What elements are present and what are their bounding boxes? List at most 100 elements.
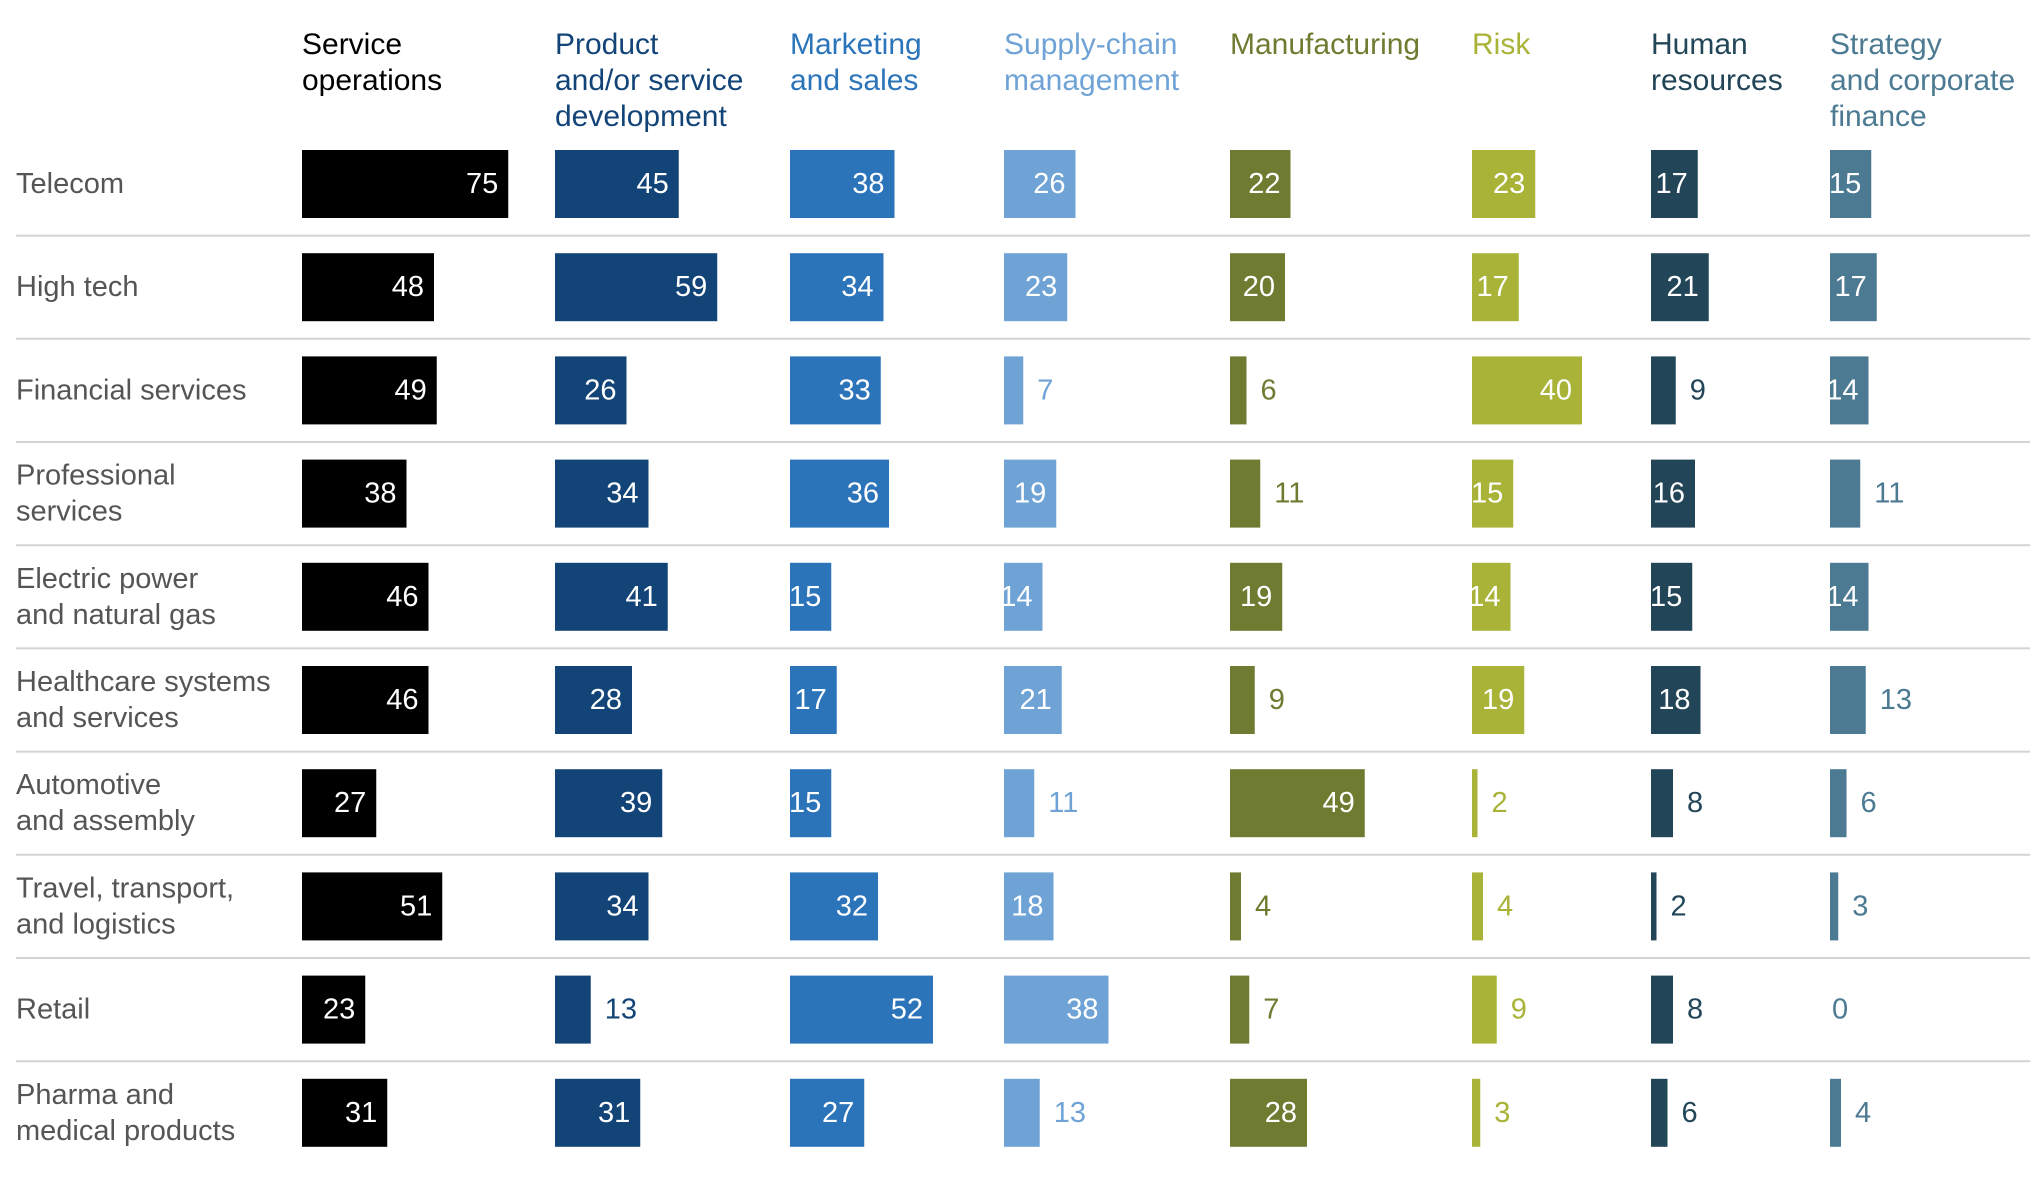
value-label-strategy-and-corporate-finance-automotive-and-assembly: 6	[1861, 787, 1877, 819]
bar-strategy-and-corporate-finance-telecom	[1830, 150, 1872, 218]
value-label-risk-automotive-and-assembly: 2	[1492, 787, 1508, 819]
industry-label-pharma-and-medical-products: Pharma and medical products	[16, 1079, 235, 1147]
value-label-marketing-and-sales-telecom: 38	[852, 168, 884, 200]
industry-label-high-tech: High tech	[16, 271, 139, 303]
bar-strategy-and-corporate-finance-automotive-and-assembly	[1830, 769, 1847, 838]
industry-label-telecom: Telecom	[16, 168, 124, 200]
value-label-marketing-and-sales-retail: 52	[891, 994, 923, 1026]
value-label-strategy-and-corporate-finance-healthcare-systems-and-services: 13	[1880, 684, 1912, 716]
value-label-product-and-or-service-development-pharma-and-medical-products: 31	[598, 1097, 630, 1129]
bar-marketing-and-sales-telecom	[790, 150, 895, 218]
value-label-strategy-and-corporate-finance-retail: 0	[1832, 994, 1848, 1026]
bar-service-operations-high-tech	[302, 253, 434, 322]
bar-marketing-and-sales-travel-transport-and-logistics	[790, 872, 878, 941]
value-label-manufacturing-automotive-and-assembly: 49	[1322, 787, 1354, 819]
bar-product-and-or-service-development-telecom	[555, 150, 679, 218]
industry-label-travel-transport-and-logistics: Travel, transport, and logistics	[16, 872, 234, 940]
column-header-service-operations: Service operations	[302, 28, 442, 97]
bar-strategy-and-corporate-finance-healthcare-systems-and-services	[1830, 666, 1866, 734]
bar-risk-electric-power-and-natural-gas	[1472, 562, 1511, 631]
bar-marketing-and-sales-healthcare-systems-and-services	[790, 666, 837, 734]
bar-risk-professional-services	[1472, 459, 1514, 528]
value-label-supply-chain-management-high-tech: 23	[1025, 271, 1057, 303]
bar-service-operations-financial-services	[302, 356, 437, 425]
bar-manufacturing-healthcare-systems-and-services	[1230, 666, 1255, 734]
value-label-service-operations-pharma-and-medical-products: 31	[345, 1097, 377, 1129]
bar-risk-automotive-and-assembly	[1472, 769, 1478, 838]
value-label-human-resources-professional-services: 16	[1653, 478, 1685, 510]
value-label-supply-chain-management-automotive-and-assembly: 11	[1048, 787, 1078, 819]
bar-supply-chain-management-electric-power-and-natural-gas	[1004, 562, 1043, 631]
bar-service-operations-automotive-and-assembly	[302, 769, 377, 838]
bar-product-and-or-service-development-financial-services	[555, 356, 627, 425]
value-label-service-operations-professional-services: 38	[364, 478, 396, 510]
bar-service-operations-travel-transport-and-logistics	[302, 872, 443, 941]
bar-service-operations-healthcare-systems-and-services	[302, 666, 429, 734]
value-label-risk-pharma-and-medical-products: 3	[1494, 1097, 1510, 1129]
value-label-risk-professional-services: 15	[1471, 478, 1503, 510]
bar-human-resources-retail	[1651, 975, 1673, 1044]
value-label-marketing-and-sales-electric-power-and-natural-gas: 15	[789, 581, 821, 613]
bar-human-resources-telecom	[1651, 150, 1698, 218]
value-label-service-operations-electric-power-and-natural-gas: 46	[386, 581, 418, 613]
bar-product-and-or-service-development-automotive-and-assembly	[555, 769, 663, 838]
bar-strategy-and-corporate-finance-high-tech	[1830, 253, 1877, 322]
value-label-strategy-and-corporate-finance-travel-transport-and-logistics: 3	[1852, 890, 1868, 922]
bar-human-resources-high-tech	[1651, 253, 1709, 322]
value-label-strategy-and-corporate-finance-pharma-and-medical-products: 4	[1855, 1097, 1871, 1129]
value-label-marketing-and-sales-financial-services: 33	[838, 374, 870, 406]
bar-strategy-and-corporate-finance-financial-services	[1830, 356, 1869, 425]
value-label-manufacturing-retail: 7	[1263, 994, 1279, 1026]
bar-risk-retail	[1472, 975, 1497, 1044]
bar-manufacturing-electric-power-and-natural-gas	[1230, 562, 1283, 631]
value-label-product-and-or-service-development-financial-services: 26	[584, 374, 616, 406]
bar-manufacturing-high-tech	[1230, 253, 1285, 322]
bar-risk-travel-transport-and-logistics	[1472, 872, 1483, 941]
bar-supply-chain-management-professional-services	[1004, 459, 1057, 528]
value-label-manufacturing-healthcare-systems-and-services: 9	[1269, 684, 1285, 716]
column-header-risk: Risk	[1472, 28, 1531, 61]
bar-human-resources-financial-services	[1651, 356, 1676, 425]
bar-risk-pharma-and-medical-products	[1472, 1078, 1481, 1147]
value-label-service-operations-retail: 23	[323, 994, 355, 1026]
bar-human-resources-professional-services	[1651, 459, 1695, 528]
bar-product-and-or-service-development-professional-services	[555, 459, 649, 528]
value-label-human-resources-automotive-and-assembly: 8	[1687, 787, 1703, 819]
bar-product-and-or-service-development-travel-transport-and-logistics	[555, 872, 649, 941]
bar-supply-chain-management-automotive-and-assembly	[1004, 769, 1035, 838]
value-label-supply-chain-management-travel-transport-and-logistics: 18	[1011, 890, 1043, 922]
bar-strategy-and-corporate-finance-pharma-and-medical-products	[1830, 1078, 1841, 1147]
bar-marketing-and-sales-automotive-and-assembly	[790, 769, 832, 838]
value-label-risk-retail: 9	[1511, 994, 1527, 1026]
value-label-manufacturing-financial-services: 6	[1261, 374, 1277, 406]
bar-risk-healthcare-systems-and-services	[1472, 666, 1525, 734]
value-label-strategy-and-corporate-finance-professional-services: 11	[1874, 478, 1904, 510]
value-label-human-resources-pharma-and-medical-products: 6	[1682, 1097, 1698, 1129]
bar-supply-chain-management-high-tech	[1004, 253, 1068, 322]
bar-manufacturing-professional-services	[1230, 459, 1261, 528]
value-label-service-operations-high-tech: 48	[392, 271, 424, 303]
bar-strategy-and-corporate-finance-travel-transport-and-logistics	[1830, 872, 1839, 941]
value-label-human-resources-financial-services: 9	[1690, 374, 1706, 406]
column-header-human-resources: Human resources	[1651, 28, 1783, 97]
bar-strategy-and-corporate-finance-electric-power-and-natural-gas	[1830, 562, 1869, 631]
bar-supply-chain-management-telecom	[1004, 150, 1076, 218]
bar-risk-high-tech	[1472, 253, 1519, 322]
bar-service-operations-telecom	[302, 150, 509, 218]
bar-manufacturing-financial-services	[1230, 356, 1247, 425]
industry-label-retail: Retail	[16, 994, 90, 1026]
bar-marketing-and-sales-financial-services	[790, 356, 881, 425]
value-label-product-and-or-service-development-electric-power-and-natural-gas: 41	[625, 581, 657, 613]
value-label-product-and-or-service-development-high-tech: 59	[675, 271, 707, 303]
value-label-risk-high-tech: 17	[1476, 271, 1508, 303]
industry-label-electric-power-and-natural-gas: Electric power and natural gas	[16, 563, 216, 631]
bar-product-and-or-service-development-retail	[555, 975, 591, 1044]
value-label-marketing-and-sales-automotive-and-assembly: 15	[789, 787, 821, 819]
value-label-service-operations-healthcare-systems-and-services: 46	[386, 684, 418, 716]
bar-marketing-and-sales-high-tech	[790, 253, 884, 322]
bar-human-resources-travel-transport-and-logistics	[1651, 872, 1657, 941]
value-label-risk-financial-services: 40	[1540, 374, 1572, 406]
value-label-product-and-or-service-development-automotive-and-assembly: 39	[620, 787, 652, 819]
column-header-marketing-and-sales: Marketing and sales	[790, 28, 922, 97]
